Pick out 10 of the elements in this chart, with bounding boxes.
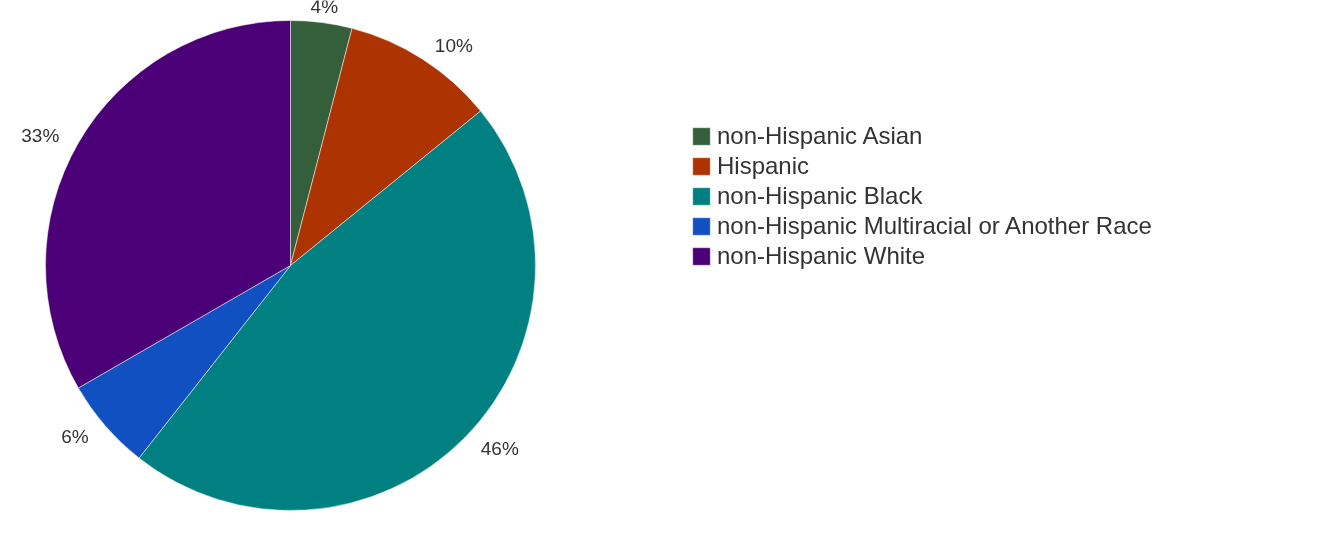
data-label: 46% — [480, 438, 519, 460]
legend-label: non-Hispanic White — [717, 242, 926, 270]
legend-label: non-Hispanic Black — [717, 182, 923, 210]
data-label: 6% — [61, 425, 89, 447]
legend-label: non-Hispanic Multiracial or Another Race — [717, 212, 1152, 240]
legend-label: Hispanic — [717, 152, 810, 180]
data-label: 4% — [310, 0, 339, 18]
legend-label: non-Hispanic Asian — [717, 122, 923, 150]
data-label: 10% — [434, 35, 473, 57]
data-label: 33% — [21, 124, 60, 146]
